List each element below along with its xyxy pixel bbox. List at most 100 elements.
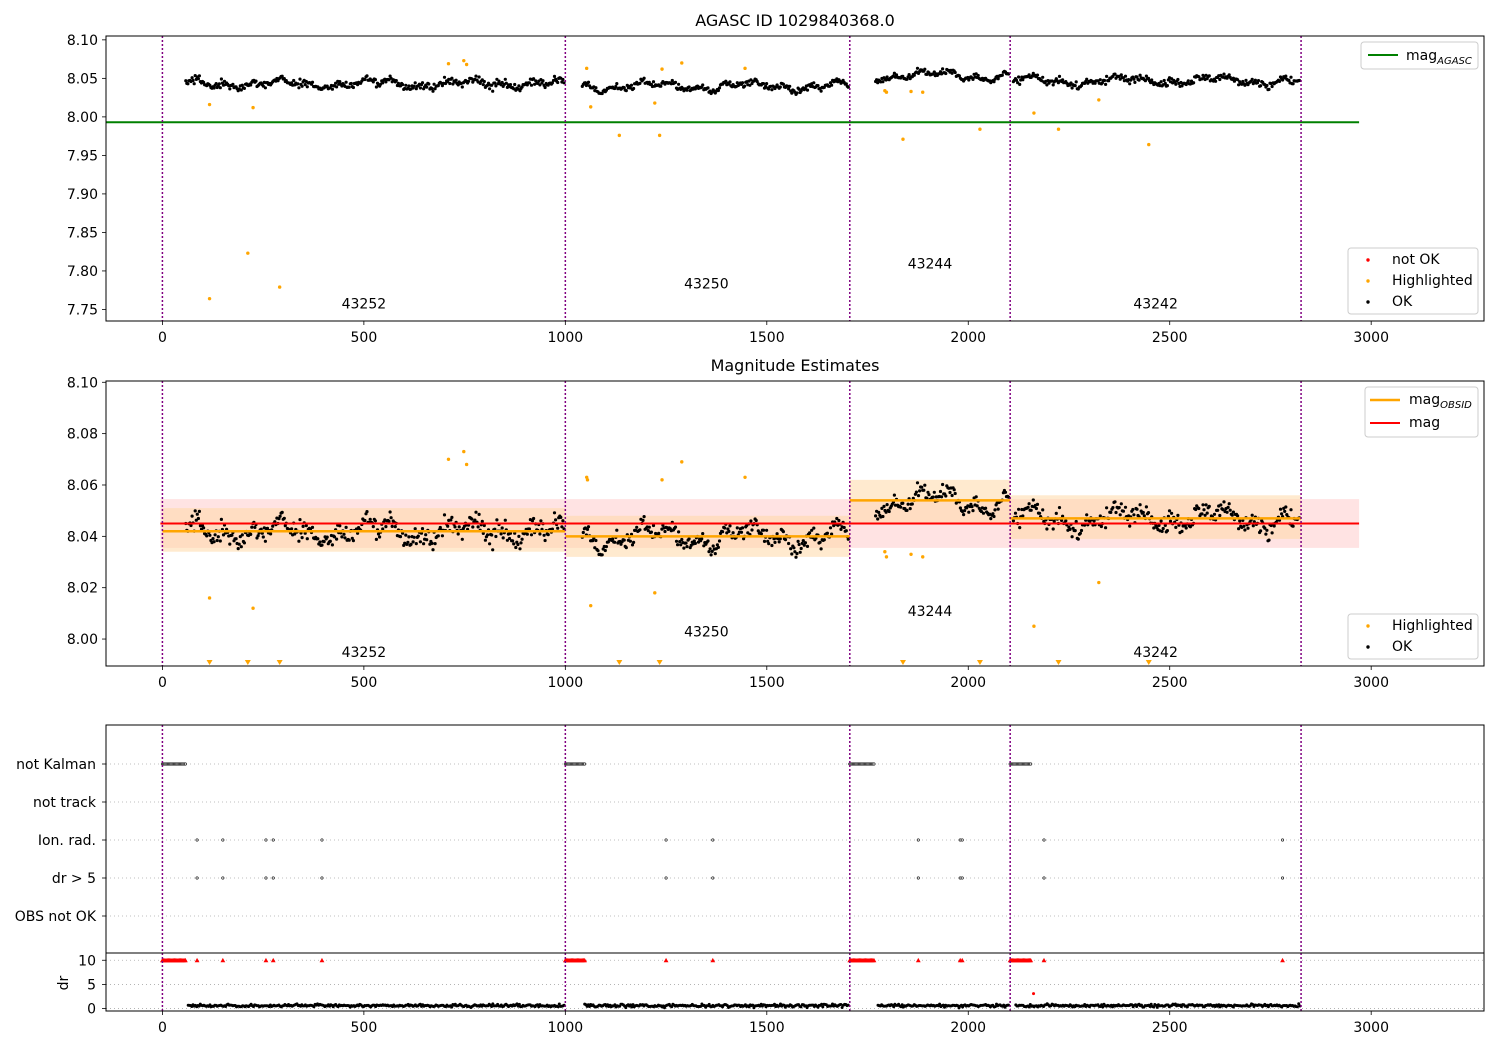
ok-point — [425, 538, 429, 542]
ok-point — [338, 80, 342, 84]
ok-point — [591, 539, 595, 543]
ok-point — [334, 81, 338, 85]
ok-point — [701, 532, 705, 536]
ok-point — [603, 548, 607, 553]
ok-point — [1167, 509, 1172, 513]
legend-mag-obsid-label: magOBSID — [1409, 392, 1472, 411]
ok-point — [923, 483, 927, 487]
dr-ok-point — [1155, 1005, 1159, 1009]
ok-point — [842, 525, 846, 530]
ok-point — [269, 532, 273, 536]
panel1-legend-markers: not OK Highlighted OK — [1347, 247, 1479, 315]
ok-point — [795, 552, 799, 556]
ok-point — [629, 83, 634, 87]
ok-point — [874, 514, 878, 518]
flag-point — [664, 838, 668, 842]
x-tick-label: 1500 — [749, 330, 785, 346]
dr-ok-point — [846, 1003, 850, 1007]
ok-point — [1102, 78, 1107, 83]
ok-point — [1137, 78, 1141, 82]
dr-clipped-marker — [582, 957, 588, 963]
ok-point — [296, 82, 300, 86]
ok-point — [1283, 509, 1287, 513]
ok-point — [211, 537, 215, 541]
legend-ok-label: OK — [1392, 294, 1413, 310]
ok-point — [1007, 495, 1011, 499]
ok-point — [1163, 81, 1167, 86]
ok-point — [1026, 505, 1030, 509]
ok-point — [433, 542, 437, 546]
ok-point — [1085, 513, 1089, 517]
ok-point — [1121, 509, 1125, 513]
ok-point — [1176, 77, 1180, 82]
dr-ok-point — [556, 1005, 560, 1009]
ok-point — [767, 542, 771, 546]
ok-point — [646, 529, 650, 533]
ok-point — [915, 481, 920, 485]
legend-not-ok-marker — [1366, 258, 1370, 262]
flag-point — [960, 838, 964, 842]
ok-point — [835, 516, 839, 521]
ok-point — [541, 79, 545, 83]
ok-point — [687, 537, 691, 541]
ok-point — [491, 89, 495, 93]
ok-point — [812, 81, 816, 85]
ok-point — [442, 513, 447, 517]
ok-point — [923, 67, 927, 71]
ok-point — [1113, 500, 1117, 504]
ok-point — [450, 515, 454, 520]
ok-point — [271, 524, 275, 528]
ok-point — [916, 494, 921, 498]
ok-point — [1017, 75, 1021, 79]
ok-point — [1057, 74, 1062, 78]
ok-point — [1068, 527, 1072, 532]
ok-point — [390, 524, 394, 529]
ok-point — [425, 85, 429, 89]
ok-point — [310, 525, 315, 530]
y-tick-label: 8.10 — [67, 33, 98, 49]
ok-point — [630, 543, 635, 547]
panel3-x-axis: 0 500 1000 1500 2000 2500 3000 — [158, 1011, 1389, 1036]
ok-point — [1227, 73, 1231, 77]
ok-point — [819, 547, 823, 551]
ok-point — [1174, 82, 1178, 86]
ok-point — [1168, 519, 1173, 523]
ok-point — [471, 525, 475, 529]
ok-point — [1291, 82, 1295, 86]
ok-point — [305, 537, 309, 541]
ok-point — [418, 540, 422, 544]
ok-point — [673, 80, 678, 84]
dr-clipped-marker — [194, 957, 200, 963]
ok-point — [304, 524, 308, 528]
ok-point — [477, 512, 481, 517]
highlighted-point — [884, 555, 889, 559]
ok-point — [480, 519, 484, 523]
panel1-plot-area: 43252 43250 43244 43242 — [106, 36, 1360, 321]
highlighted-point — [660, 67, 664, 71]
ok-point — [765, 528, 769, 532]
obsid-label: 43242 — [1133, 297, 1178, 313]
ok-point — [844, 82, 848, 86]
ok-point — [825, 531, 830, 535]
ok-point — [234, 537, 238, 541]
ok-point — [195, 512, 199, 516]
ok-point — [477, 75, 481, 79]
y-tick-label: 8.00 — [67, 632, 98, 648]
obsid-label: 43250 — [684, 624, 729, 640]
ok-point — [739, 530, 744, 534]
ok-point — [1242, 524, 1246, 528]
ok-point — [454, 78, 458, 82]
x-tick-label: 2000 — [950, 330, 986, 346]
ok-point — [728, 524, 732, 528]
dr-ok-point — [1100, 1003, 1104, 1007]
dr-clipped-marker — [319, 957, 325, 963]
ok-point — [1105, 506, 1109, 510]
dr-tick-label: 0 — [87, 1002, 96, 1018]
legend-highlighted-marker — [1366, 279, 1370, 283]
obsid-label: 43244 — [908, 257, 953, 273]
ok-point — [249, 83, 253, 87]
ok-point — [996, 77, 1000, 81]
ok-point — [611, 537, 615, 541]
ok-point — [191, 78, 195, 83]
ok-point — [957, 74, 962, 78]
